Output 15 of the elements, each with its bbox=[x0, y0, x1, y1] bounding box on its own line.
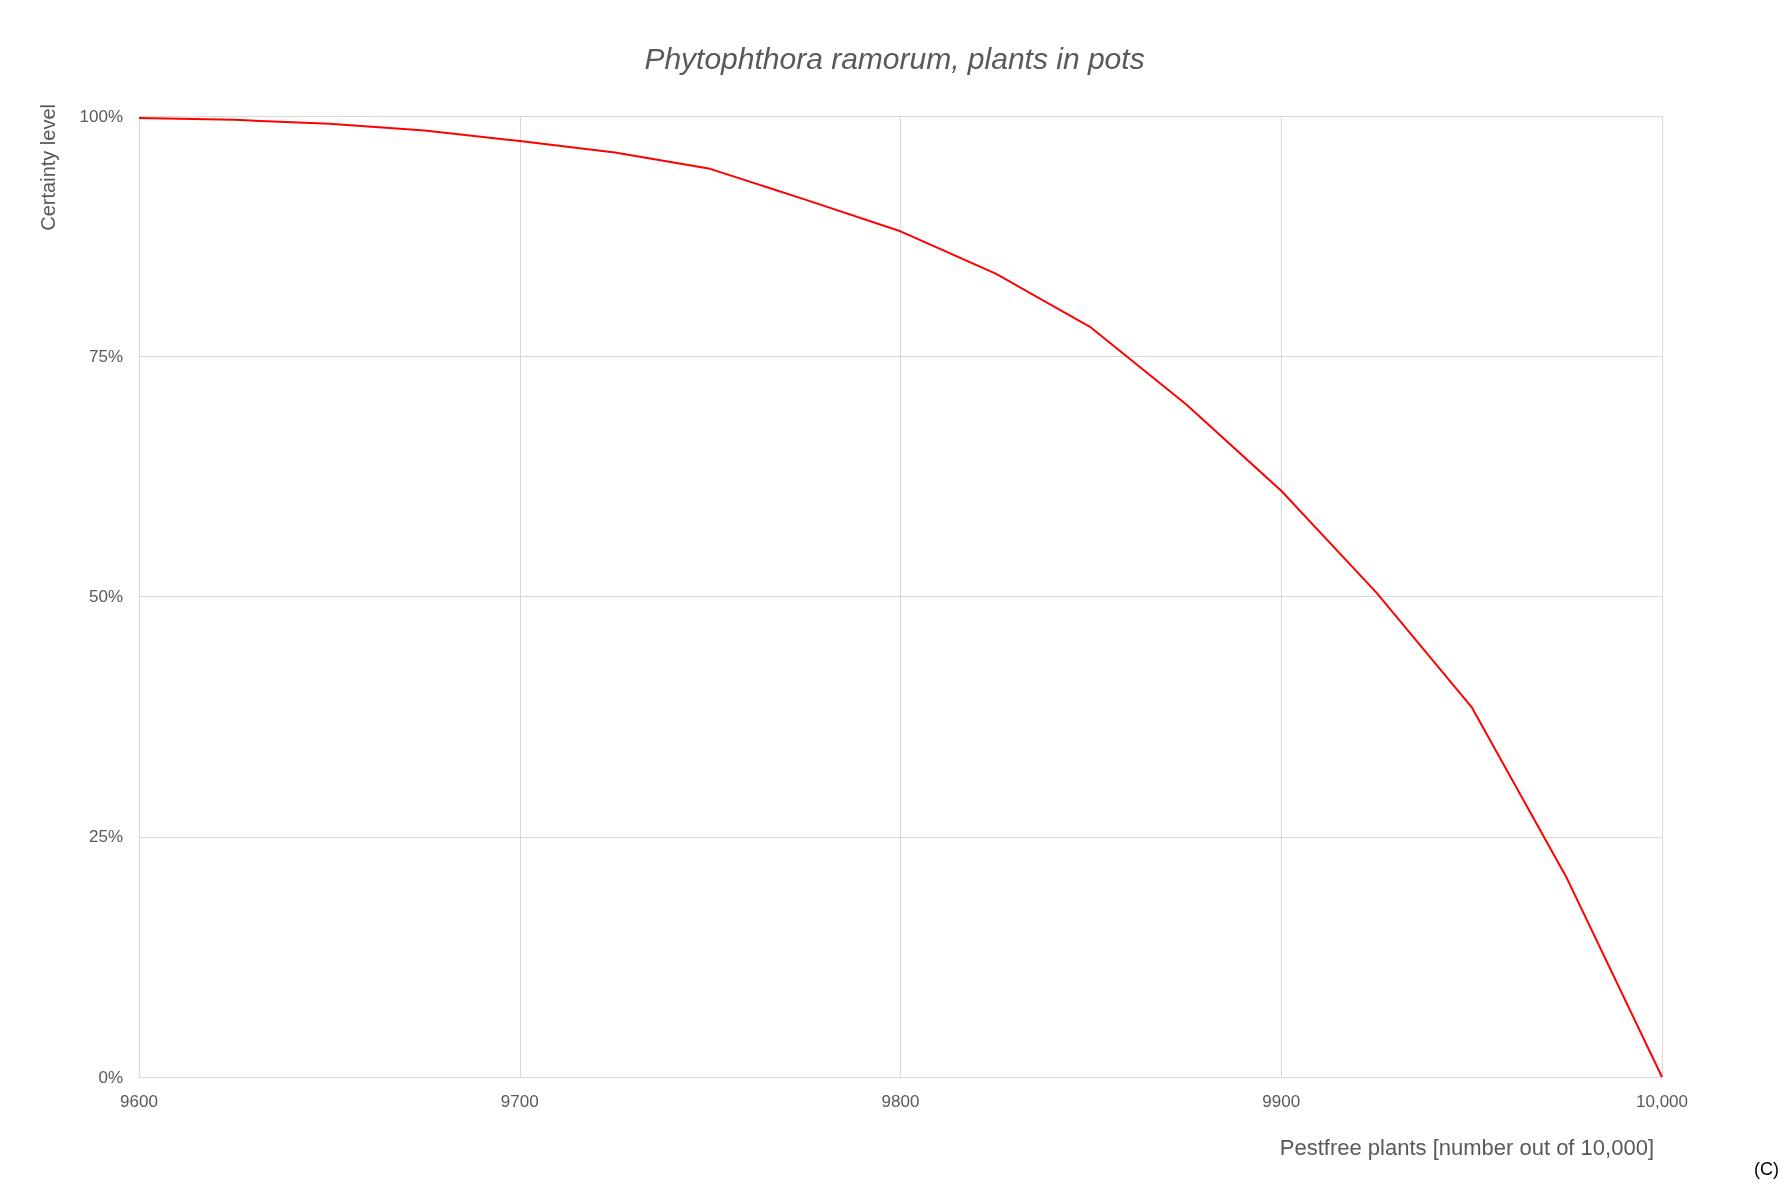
chart-title: Phytophthora ramorum, plants in pots bbox=[644, 41, 1145, 75]
text: (C) bbox=[1754, 1159, 1780, 1179]
x-tick-label: 9800 bbox=[881, 1092, 920, 1111]
y-axis-title: Certainty level bbox=[37, 104, 59, 231]
y-tick-label: 0% bbox=[98, 1067, 123, 1087]
x-axis-title: Pestfree plants [number out of 10,000] bbox=[1279, 1134, 1655, 1160]
x-tick-label: 9600 bbox=[120, 1092, 158, 1111]
x-tick-label: 10,000 bbox=[1636, 1092, 1688, 1111]
y-tick-label: 75% bbox=[88, 346, 123, 366]
x-tick-label: 9700 bbox=[500, 1092, 539, 1111]
x-tick-label: 9900 bbox=[1262, 1092, 1301, 1111]
y-tick-label: 50% bbox=[88, 587, 123, 606]
y-tick-label: 25% bbox=[88, 827, 123, 847]
line-series bbox=[138, 116, 1663, 1078]
y-tick-label: 100% bbox=[79, 106, 123, 126]
